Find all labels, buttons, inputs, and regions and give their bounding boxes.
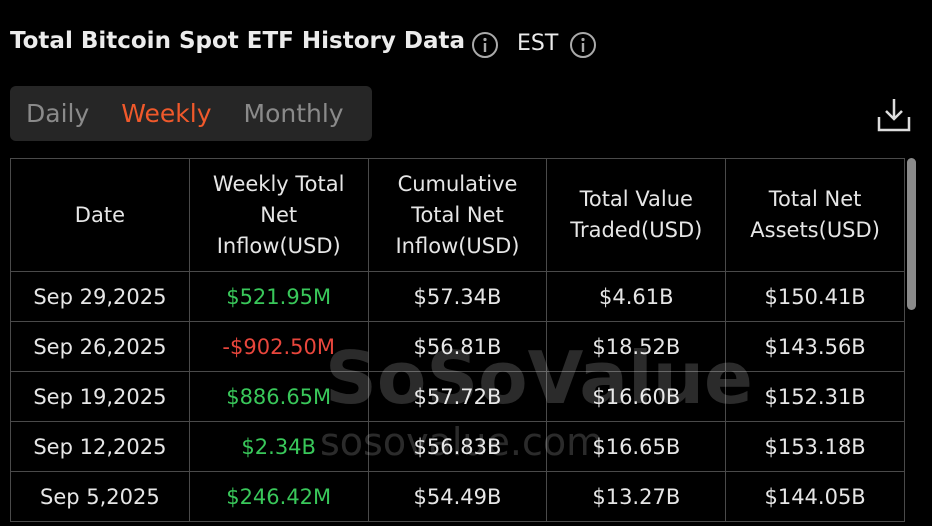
value-cell: $56.81B bbox=[367, 321, 548, 372]
value-cell: $16.65B bbox=[546, 421, 727, 472]
date-cell: Sep 26,2025 bbox=[10, 321, 190, 372]
date-cell: Sep 12,2025 bbox=[10, 421, 190, 472]
column-header[interactable]: Total Value Traded(USD) bbox=[546, 158, 727, 272]
value-cell: $57.34B bbox=[367, 271, 548, 322]
value-cell: $150.41B bbox=[725, 271, 905, 322]
tab[interactable]: Monthly bbox=[243, 99, 344, 128]
timezone[interactable]: EST bbox=[517, 31, 559, 56]
value-cell: $16.60B bbox=[546, 371, 727, 422]
table-row: Sep 26,2025 -$902.50M $56.81B $18.52B $143.5… bbox=[10, 321, 905, 372]
scrollbar[interactable] bbox=[907, 158, 916, 310]
tab-bar: Daily Weekly Monthly bbox=[10, 86, 372, 141]
info-icon[interactable] bbox=[569, 31, 597, 59]
value-cell: $56.83B bbox=[367, 421, 548, 472]
column-header[interactable]: Date bbox=[10, 158, 190, 272]
value-cell: $152.31B bbox=[725, 371, 905, 422]
download-button[interactable] bbox=[876, 97, 912, 133]
column-header[interactable]: Cumulative Total Net Inflow(USD) bbox=[367, 158, 548, 272]
value-cell: $57.72B bbox=[367, 371, 548, 422]
tab[interactable]: Weekly bbox=[121, 99, 212, 128]
table-row: Sep 12,2025 $2.34B $56.83B $16.65B $153.18B bbox=[10, 421, 905, 472]
table-row: Sep 5,2025 $246.42M $54.49B $13.27B $144.05B bbox=[10, 471, 905, 522]
value-cell: $54.49B bbox=[367, 471, 548, 522]
date-cell: Sep 29,2025 bbox=[10, 271, 190, 322]
value-cell: $886.65M bbox=[188, 371, 369, 422]
date-cell: Sep 5,2025 bbox=[10, 471, 190, 522]
value-cell: $143.56B bbox=[725, 321, 905, 372]
value-cell: -$902.50M bbox=[188, 321, 369, 372]
value-cell: $18.52B bbox=[546, 321, 727, 372]
value-cell: $13.27B bbox=[546, 471, 727, 522]
header-row: Date Weekly Total Net Inflow(USD) Cumulati… bbox=[10, 158, 905, 272]
column-header[interactable]: Weekly Total Net Inflow(USD) bbox=[188, 158, 369, 272]
value-cell: $2.34B bbox=[188, 421, 369, 472]
table-row: Sep 19,2025 $886.65M $57.72B $16.60B $152.31… bbox=[10, 371, 905, 422]
column-header[interactable]: Total Net Assets(USD) bbox=[725, 158, 905, 272]
table-row: Sep 29,2025 $521.95M $57.34B $4.61B $150.41B bbox=[10, 271, 905, 322]
value-cell: $246.42M bbox=[188, 471, 369, 522]
info-icon[interactable] bbox=[471, 31, 499, 59]
date-cell: Sep 19,2025 bbox=[10, 371, 190, 422]
value-cell: $4.61B bbox=[546, 271, 727, 322]
value-cell: $144.05B bbox=[725, 471, 905, 522]
data-table: Date Weekly Total Net Inflow(USD) Cumulati… bbox=[10, 158, 905, 522]
value-cell: $521.95M bbox=[188, 271, 369, 322]
value-cell: $153.18B bbox=[725, 421, 905, 472]
page-title: Total Bitcoin Spot ETF History Data bbox=[10, 28, 465, 54]
tab[interactable]: Daily bbox=[26, 99, 90, 128]
